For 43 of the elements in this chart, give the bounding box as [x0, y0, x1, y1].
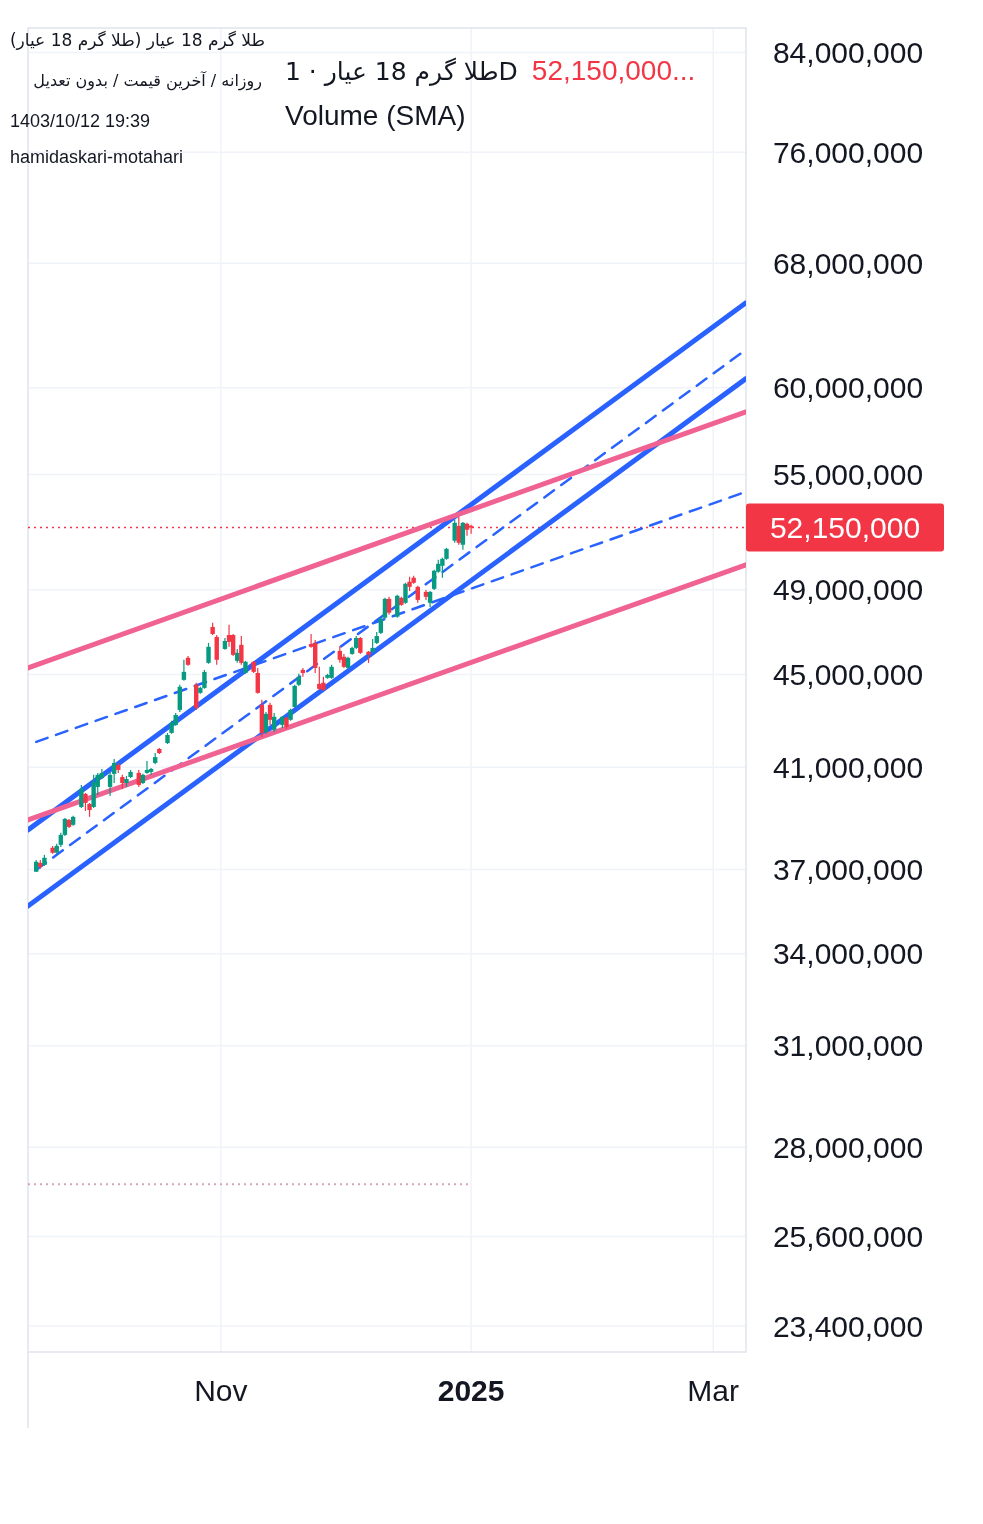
candlestick [267, 702, 273, 726]
y-tick-label: 28,000,000 [772, 1130, 924, 1164]
candlestick [214, 634, 219, 666]
y-tick-label: 84,000,000 [772, 36, 924, 70]
y-tick-label: 34,000,000 [772, 937, 924, 971]
candlestick [79, 784, 84, 809]
candlestick [239, 635, 244, 666]
text: Volume (SMA) [285, 100, 466, 131]
candlestick [456, 516, 461, 546]
y-tick-label: 55,000,000 [772, 458, 924, 492]
y-tick-label: 37,000,000 [772, 853, 924, 887]
candlestick [181, 659, 187, 682]
text: طلا گرم 18 عیار · 1D [285, 57, 518, 86]
y-tick-label: 23,400,000 [772, 1309, 924, 1343]
y-tick-label: 25,600,000 [772, 1220, 924, 1254]
x-tick-label: Mar [687, 1373, 740, 1407]
y-tick-label: 60,000,000 [772, 371, 924, 405]
candlestick [452, 519, 457, 544]
candlestick [292, 684, 297, 709]
candlestick [263, 711, 269, 735]
candlestick [464, 522, 470, 537]
x-tick-label: Nov [194, 1373, 248, 1407]
y-tick-label: 68,000,000 [772, 246, 924, 280]
candlestick [83, 792, 88, 812]
candlestick [403, 582, 408, 605]
text: روزانه / آخرین قیمت / بدون تعدیل [33, 71, 262, 90]
candlestick [460, 521, 466, 551]
candlestick [206, 642, 211, 665]
candlestick [271, 712, 277, 733]
x-tick-label: 2025 [437, 1373, 505, 1407]
text: 52,150,000... [531, 55, 696, 86]
text: 1403/10/12 19:39 [10, 111, 151, 131]
text: hamidaskari-motahari [10, 147, 184, 167]
candlestick [144, 760, 150, 775]
y-tick-label: 45,000,000 [772, 658, 924, 692]
candlestick [202, 669, 207, 690]
candlestick [177, 684, 183, 713]
chart-title: طلا گرم 18 عیار (طلا گرم 18 عیار) [9, 30, 265, 50]
y-tick-label: 76,000,000 [772, 135, 924, 169]
ref-line-label: 52,150,000 [769, 511, 921, 545]
y-tick-label: 49,000,000 [772, 573, 924, 607]
y-tick-label: 41,000,000 [772, 750, 924, 784]
y-tick-label: 31,000,000 [772, 1029, 924, 1063]
